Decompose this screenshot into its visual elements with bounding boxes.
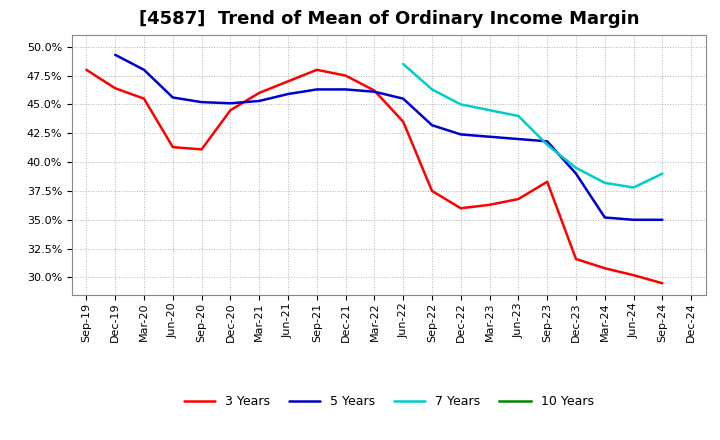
3 Years: [543, 179, 552, 184]
5 Years: [629, 217, 638, 223]
3 Years: [284, 79, 292, 84]
3 Years: [428, 188, 436, 194]
5 Years: [370, 89, 379, 94]
7 Years: [629, 185, 638, 190]
3 Years: [168, 144, 177, 150]
5 Years: [140, 67, 148, 73]
3 Years: [341, 73, 350, 78]
3 Years: [82, 67, 91, 73]
3 Years: [572, 257, 580, 262]
3 Years: [111, 86, 120, 91]
3 Years: [485, 202, 494, 207]
3 Years: [514, 196, 523, 202]
5 Years: [226, 101, 235, 106]
3 Years: [312, 67, 321, 73]
5 Years: [312, 87, 321, 92]
3 Years: [140, 96, 148, 101]
5 Years: [456, 132, 465, 137]
5 Years: [399, 96, 408, 101]
5 Years: [197, 99, 206, 105]
5 Years: [341, 87, 350, 92]
7 Years: [543, 142, 552, 147]
7 Years: [485, 107, 494, 113]
Line: 7 Years: 7 Years: [403, 64, 662, 187]
7 Years: [428, 87, 436, 92]
5 Years: [111, 52, 120, 58]
3 Years: [226, 107, 235, 113]
5 Years: [572, 171, 580, 176]
Line: 3 Years: 3 Years: [86, 70, 662, 283]
7 Years: [399, 62, 408, 67]
5 Years: [168, 95, 177, 100]
3 Years: [629, 272, 638, 278]
5 Years: [255, 98, 264, 103]
7 Years: [514, 114, 523, 119]
5 Years: [514, 136, 523, 142]
5 Years: [284, 92, 292, 97]
3 Years: [399, 119, 408, 125]
3 Years: [197, 147, 206, 152]
5 Years: [428, 123, 436, 128]
7 Years: [600, 180, 609, 186]
Line: 5 Years: 5 Years: [115, 55, 662, 220]
3 Years: [255, 90, 264, 95]
3 Years: [456, 205, 465, 211]
5 Years: [485, 134, 494, 139]
5 Years: [658, 217, 667, 223]
7 Years: [658, 171, 667, 176]
5 Years: [543, 139, 552, 144]
3 Years: [658, 281, 667, 286]
Legend: 3 Years, 5 Years, 7 Years, 10 Years: 3 Years, 5 Years, 7 Years, 10 Years: [179, 390, 598, 413]
3 Years: [370, 88, 379, 93]
5 Years: [600, 215, 609, 220]
3 Years: [600, 266, 609, 271]
Title: [4587]  Trend of Mean of Ordinary Income Margin: [4587] Trend of Mean of Ordinary Income …: [138, 10, 639, 28]
7 Years: [572, 165, 580, 171]
7 Years: [456, 102, 465, 107]
